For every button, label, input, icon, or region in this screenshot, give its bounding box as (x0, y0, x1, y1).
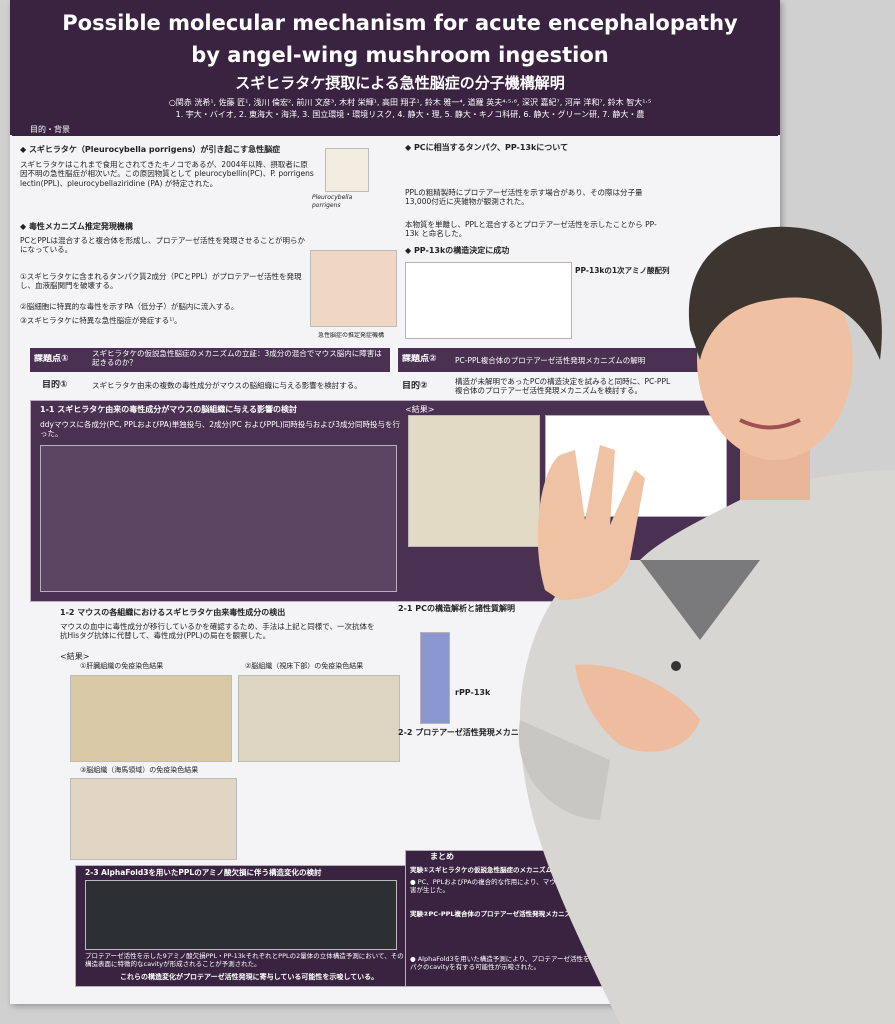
text: プロテアーゼ活性を示した9アミノ酸欠損PPL・PP-13kそれぞれとPPLの2量… (85, 952, 404, 969)
affiliations: 1. 宇大・バイオ, 2. 東海大・海洋, 3. 国立環境・環境リスク, 4. … (175, 110, 645, 119)
poster-header (10, 0, 780, 135)
results-label: <結果> (60, 652, 90, 661)
stain-images (70, 778, 237, 860)
caption: Pleurocybella porrigens (312, 194, 353, 209)
sleeve (518, 720, 610, 820)
caption: 急性脳症の推定発症機構 (318, 332, 385, 339)
label: 目的② (402, 381, 428, 391)
stain-images (408, 415, 540, 547)
section-heading: 2-2 プロテアーゼ活性発現メカニズム (398, 728, 535, 737)
mushroom-photo (325, 148, 369, 192)
conclusion: これらの構造変化がプロテアーゼ活性発現に寄与している可能性を示唆している。 (120, 973, 379, 981)
text: PCとPPLは混合すると複合体を形成し、プロテアーゼ活性を発現させることが明らか… (20, 236, 306, 255)
label: 目的① (42, 380, 68, 390)
problem-bar (30, 348, 390, 372)
text: PPLの粗精製時にプロテアーゼ活性を示す場合があり、その際は分子量13,000付… (405, 188, 643, 207)
text: スギヒラタケ由来の複数の毒性成分がマウスの脳組織に与える影響を検討する。 (92, 381, 362, 390)
lower-hand (575, 664, 700, 752)
topic: ◆ PP-13kの構造決定に成功 (405, 246, 510, 255)
summary-item: ● PC、PPLおよびPAの複合的な作用により、マウス脳内に特異的な障害が生じた… (410, 878, 615, 895)
text: スギヒラタケはこれまで食用とされてきたキノコであるが、2004年以降、摂取者に原… (20, 160, 314, 188)
summary-item: 実験②PC-PPL複合体のプロテアーゼ活性発現メカニズムの解明 (410, 910, 598, 918)
sweater (520, 470, 895, 1024)
gel-image (420, 632, 450, 724)
title-line: Possible molecular mechanism for acute e… (62, 11, 738, 35)
hair (688, 226, 882, 360)
section-heading: 2-3 AlphaFold3を用いたPPLのアミノ酸欠損に伴う構造変化の検討 (85, 868, 322, 877)
stain-images (238, 675, 400, 762)
topic: ◆ PCに相当するタンパク、PP-13kについて (405, 143, 569, 152)
label: 課題点② (402, 354, 437, 364)
section-heading: まとめ (430, 852, 454, 861)
step: ①スギヒラタケに含まれるタンパク質2成分（PCとPPL）がプロテアーゼ活性を発現… (20, 272, 302, 291)
text: スギヒラタケの仮説急性脳症のメカニズムの立証：3成分の混合でマウス脳内に障害は起… (92, 349, 382, 368)
section-heading: 2-1 PCの構造解析と諸性質解明 (398, 604, 515, 613)
topic: ◆ 毒性メカニズム推定発現機構 (20, 222, 133, 231)
text: PC-PPL複合体のプロテアーゼ活性発現メカニズムの解明 (455, 356, 646, 365)
text: 構造が未解明であったPCの構造決定を試みると同時に、PC-PPL複合体のプロテア… (455, 377, 671, 396)
title-line: by angel-wing mushroom ingestion (191, 43, 609, 67)
section-heading: 目的・背景 (30, 125, 70, 134)
results-label: <結果> (405, 405, 435, 414)
raised-hand (537, 445, 645, 600)
section-heading: 1-2 マウスの各組織におけるスギヒラタケ由来毒性成分の検出 (60, 608, 286, 617)
sequence-figure (405, 262, 572, 339)
method-figure (40, 445, 397, 592)
button (671, 661, 681, 671)
band-label: rPP-13k (455, 688, 491, 697)
section-bar (12, 124, 778, 136)
panel-caption: ②脳組織（視床下部）の免疫染色結果 (245, 662, 364, 670)
panel-caption: ①肝臓組織の免疫染色結果 (80, 662, 164, 670)
collar (640, 560, 760, 640)
text: 本物質を単離し、PPLと混合するとプロテアーゼ活性を示したことから PP-13k… (405, 220, 657, 239)
section-heading: 1-1 スギヒラタケ由来の毒性成分がマウスの脳組織に与える影響の検討 (40, 405, 297, 414)
text: ddyマウスに各成分(PC, PPLおよびPA)単独投与、2成分(PC およびP… (40, 420, 400, 439)
step: ②脳細胞に特異的な毒性を示すPA（低分子）が脳内に流入する。 (20, 302, 239, 311)
structure-images (85, 880, 397, 950)
label: 課題点① (34, 354, 69, 364)
topic: PP-13kの1次アミノ酸配列 (575, 266, 670, 275)
subtitle: スギヒラタケ摂取による急性脳症の分子機構解明 (235, 74, 565, 92)
step: ③スギヒラタケに特異な急性脳症が発症する¹⁾。 (20, 316, 182, 325)
stain-images (70, 675, 232, 762)
summary-item: ● AlphaFold3を用いた構造予測により、プロテアーゼ活性を示すタンパクの… (410, 955, 616, 972)
text: マウスの血中に毒性成分が移行しているかを確認するため、手法は上記と同様で、一次抗… (60, 622, 375, 641)
summary-item: 実験①スギヒラタケの仮説急性脳症のメカニズムの立証 (410, 866, 572, 874)
authors: ○関赤 洸希¹, 佐藤 匠¹, 浅川 倫宏², 前川 文彦³, 木村 栄輝¹, … (168, 98, 652, 107)
panel-caption: ③脳組織（海馬領域）の免疫染色結果 (80, 766, 199, 774)
brain-figure (310, 250, 397, 327)
topic: ◆ スギヒラタケ（Pleurocybella porrigens）が引き起こす急… (20, 145, 281, 154)
smile (739, 418, 801, 430)
